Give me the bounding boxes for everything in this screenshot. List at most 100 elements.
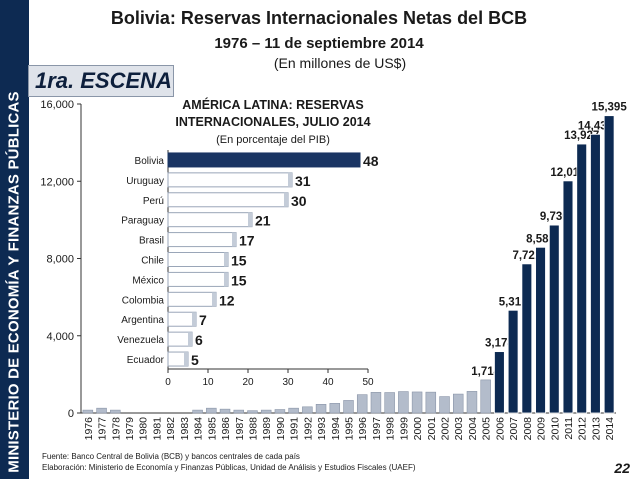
inset-category-label: Argentina <box>121 315 164 326</box>
x-tick-label: 2014 <box>604 417 616 441</box>
x-tick-label: 2012 <box>577 417 589 441</box>
data-label-2007: 5,319 <box>499 296 528 308</box>
y-tick-label: 8,000 <box>46 254 74 266</box>
inset-value-label: 5 <box>191 352 199 368</box>
bar-2010 <box>548 224 560 414</box>
source-note: Fuente: Banco Central de Bolivia (BCB) y… <box>42 452 300 461</box>
bar-1988 <box>247 410 258 414</box>
inset-value-label: 31 <box>295 173 311 189</box>
bar-1992 <box>302 406 313 414</box>
data-label-2008: 7,722 <box>512 250 541 262</box>
inset-bar-Paraguay <box>167 212 253 228</box>
inset-value-label: 15 <box>231 253 247 269</box>
x-tick-label: 1997 <box>371 417 383 441</box>
x-tick-label: 2004 <box>467 417 479 441</box>
data-label-2006: 3,178 <box>485 338 514 350</box>
bar-2007 <box>507 309 519 414</box>
x-tick-label: 1979 <box>124 417 136 441</box>
x-tick-label: 1995 <box>344 417 356 441</box>
bar-2011 <box>562 180 574 414</box>
x-tick-label: 1998 <box>385 417 397 441</box>
bar-1976 <box>82 409 94 414</box>
inset-x-tick-label: 40 <box>322 377 334 388</box>
x-tick-label: 2013 <box>590 417 602 441</box>
inset-value-label: 15 <box>231 272 247 288</box>
inset-bar-shade <box>248 212 252 227</box>
x-tick-label: 1986 <box>220 417 232 441</box>
bar-1995 <box>343 400 354 414</box>
bar-1999 <box>398 391 409 414</box>
bar-2012 <box>576 143 588 414</box>
x-tick-label: 1978 <box>110 417 122 441</box>
bar-1977 <box>96 407 107 414</box>
x-tick-label: 2005 <box>481 417 493 441</box>
bar-2006 <box>494 351 505 414</box>
inset-title-line2: INTERNACIONALES, JULIO 2014 <box>175 115 370 129</box>
bar-1985 <box>206 407 217 414</box>
x-tick-label: 2003 <box>453 417 465 441</box>
inset-x-tick-label: 10 <box>202 377 214 388</box>
bar-1986 <box>219 408 231 414</box>
bar-1987 <box>233 409 244 414</box>
bar-2008 <box>521 263 533 414</box>
inset-value-label: 21 <box>255 213 271 229</box>
bar-1990 <box>274 409 286 414</box>
x-tick-label: 2011 <box>563 417 575 440</box>
inset-bar-Chile <box>167 252 229 267</box>
x-tick-label: 1989 <box>261 417 273 441</box>
inset-x-tick-label: 20 <box>242 377 254 388</box>
data-label-2010: 9,730 <box>540 211 569 223</box>
y-tick-label: 12,000 <box>40 176 74 188</box>
bar-2000 <box>411 391 423 414</box>
bar-2005 <box>480 379 491 414</box>
inset-category-label: Ecuador <box>127 355 165 366</box>
x-tick-label: 1990 <box>275 417 287 441</box>
x-tick-label: 1987 <box>234 417 246 441</box>
bar-2002 <box>439 396 450 414</box>
data-label-2014: 15,395 <box>592 102 628 114</box>
x-tick-label: 2010 <box>549 417 561 441</box>
x-tick-label: 1988 <box>247 417 259 441</box>
elaboration-note: Elaboración: Ministerio de Economía y Fi… <box>42 463 416 472</box>
inset-category-label: Chile <box>141 256 164 267</box>
inset-category-label: Perú <box>143 196 164 207</box>
bar-2013 <box>590 133 601 414</box>
inset-category-label: Uruguay <box>126 176 164 187</box>
x-tick-label: 2002 <box>440 417 452 441</box>
bar-2001 <box>425 391 437 414</box>
bar-2004 <box>466 391 478 414</box>
bar-1996 <box>356 394 368 414</box>
inset-category-label: Bolivia <box>135 156 165 167</box>
bar-2003 <box>453 393 464 414</box>
inset-bar-Colombia <box>167 291 217 307</box>
inset-value-label: 30 <box>291 193 307 209</box>
inset-bar-shade <box>188 332 192 347</box>
inset-bar-shade <box>212 292 216 307</box>
x-tick-label: 1996 <box>357 417 369 441</box>
bar-1994 <box>329 403 341 414</box>
inset-value-label: 6 <box>195 332 203 348</box>
bar-1989 <box>260 409 272 414</box>
data-label-2005: 1,714 <box>471 366 500 378</box>
x-tick-label: 1977 <box>97 417 109 441</box>
inset-bar-shade <box>224 252 228 267</box>
x-tick-label: 2006 <box>494 417 506 441</box>
x-tick-label: 1999 <box>398 417 410 441</box>
page-number: 22 <box>614 460 630 476</box>
bar-1991 <box>288 407 299 414</box>
data-label-2009: 8,580 <box>526 233 555 245</box>
inset-bar-Brasil <box>167 232 237 248</box>
inset-bar-shade <box>232 232 236 247</box>
inset-bar-Perú <box>167 192 289 208</box>
x-tick-label: 2008 <box>522 417 534 441</box>
inset-bar-shade <box>184 352 188 367</box>
bar-2014 <box>603 115 615 414</box>
bar-1993 <box>315 404 327 414</box>
x-tick-label: 1993 <box>316 417 328 441</box>
inset-subtitle: (En porcentaje del PIB) <box>216 134 330 146</box>
x-tick-label: 1982 <box>165 417 177 441</box>
x-tick-label: 1983 <box>179 417 191 441</box>
bar-1998 <box>384 392 395 414</box>
inset-bar-shade <box>192 312 196 327</box>
